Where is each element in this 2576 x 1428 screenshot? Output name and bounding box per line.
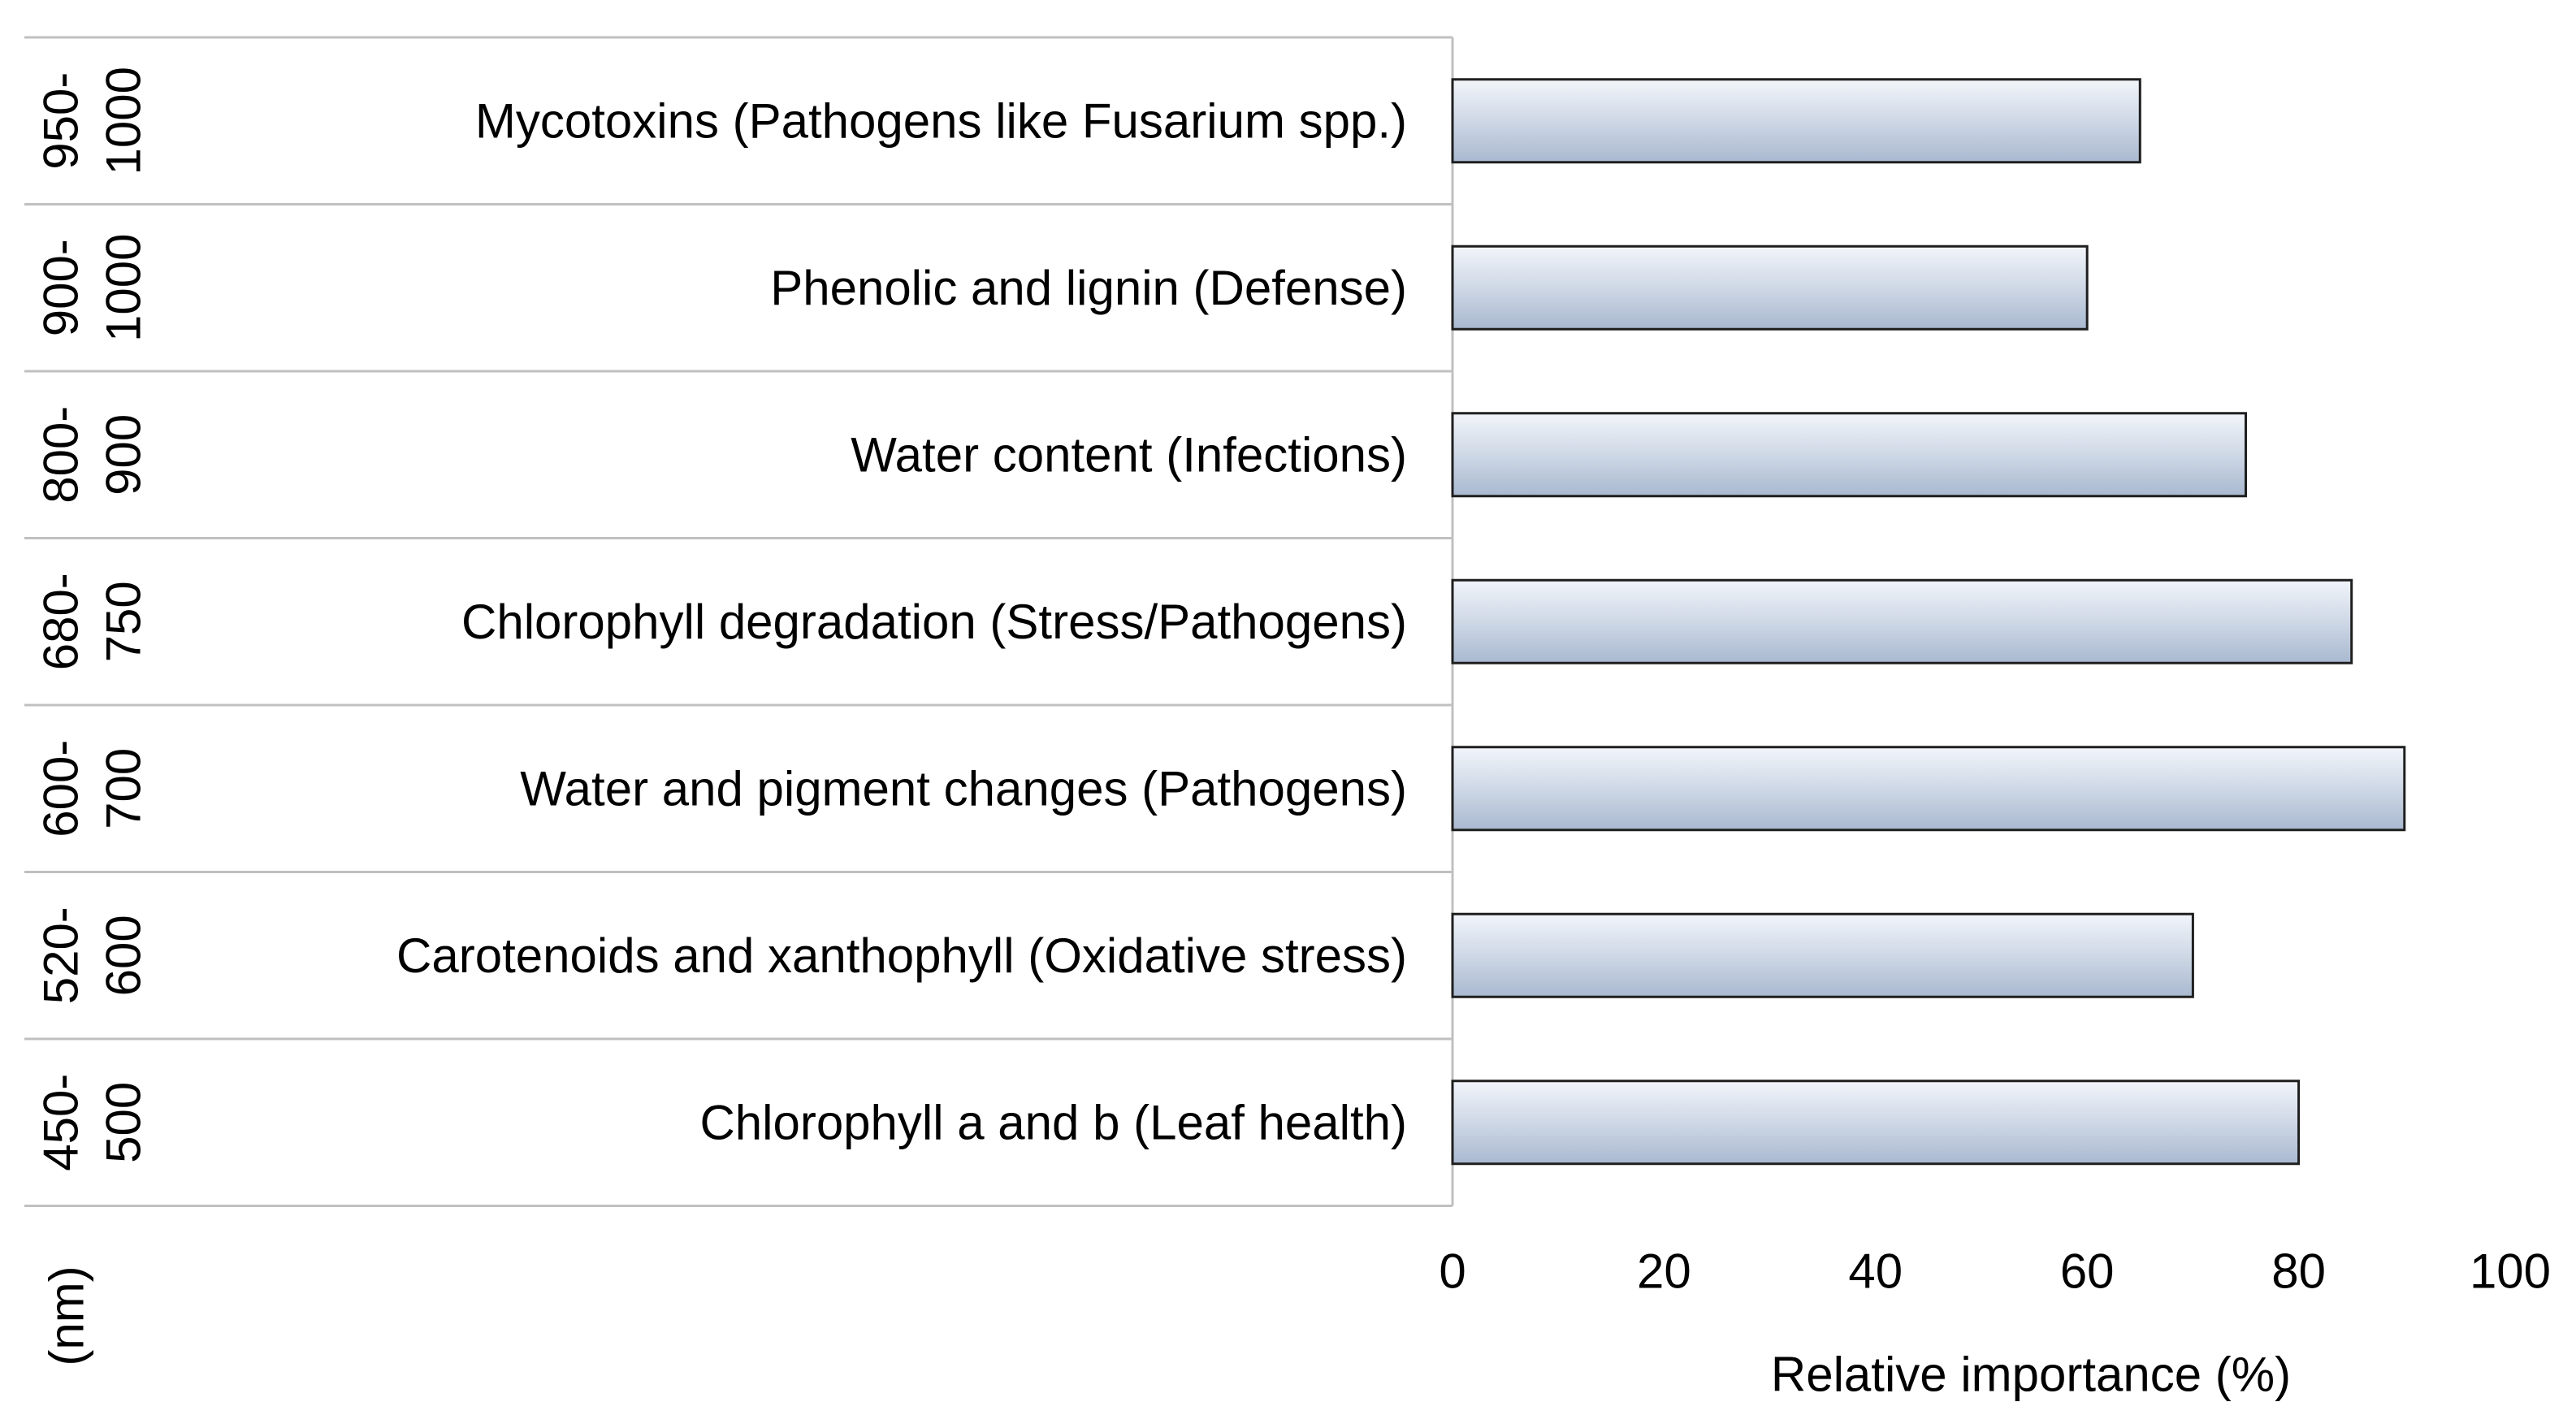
category-label: Mycotoxins (Pathogens like Fusarium spp.…: [475, 93, 1407, 148]
wavelength-range-label: 900-: [34, 239, 89, 336]
bar: [1451, 912, 2194, 998]
x-tick-label: 20: [1637, 1244, 1691, 1299]
wavelength-range-label: 520-: [34, 907, 89, 1004]
category-label: Chlorophyll a and b (Leaf health): [699, 1095, 1407, 1149]
bar: [1451, 244, 2089, 331]
y-axis-title: (nm): [40, 1266, 94, 1365]
category-label: Water content (Infections): [851, 427, 1407, 482]
category-labels: Mycotoxins (Pathogens like Fusarium spp.…: [34, 67, 1408, 1171]
category-label: Water and pigment changes (Pathogens): [520, 761, 1407, 816]
wavelength-range-label: 1000: [97, 234, 151, 342]
x-tick-label: 80: [2271, 1244, 2326, 1299]
wavelength-range-label: 900: [97, 414, 151, 495]
wavelength-range-label: 680-: [34, 573, 89, 670]
wavelength-range-label: 950-: [34, 72, 89, 170]
wavelength-range-label: 450-: [34, 1074, 89, 1171]
bar: [1451, 78, 2141, 164]
x-tick-label: 100: [2470, 1244, 2551, 1299]
bar: [1451, 578, 2353, 664]
x-axis-title: Relative importance (%): [1771, 1348, 2291, 1402]
category-label: Carotenoids and xanthophyll (Oxidative s…: [396, 928, 1407, 983]
wavelength-range-label: 1000: [97, 67, 151, 175]
x-tick-label: 0: [1439, 1244, 1466, 1299]
category-label: Phenolic and lignin (Defense): [770, 261, 1407, 315]
bar: [1451, 1080, 2301, 1166]
bar: [1451, 412, 2247, 498]
wavelength-range-label: 600: [97, 915, 151, 996]
bars: [1451, 78, 2406, 1166]
x-axis: 0 20 40 60 80 100 Relative importance (%) (nm): [40, 1244, 2552, 1402]
wavelength-range-label: 750: [97, 581, 151, 662]
wavelength-range-label: 500: [97, 1082, 151, 1163]
wavelength-range-label: 800-: [34, 406, 89, 504]
wavelength-range-label: 600-: [34, 740, 89, 837]
wavelength-range-label: 700: [97, 748, 151, 829]
bar: [1451, 746, 2406, 832]
x-tick-label: 40: [1848, 1244, 1903, 1299]
category-label: Chlorophyll degradation (Stress/Pathogen…: [461, 595, 1407, 649]
x-tick-label: 60: [2060, 1244, 2115, 1299]
